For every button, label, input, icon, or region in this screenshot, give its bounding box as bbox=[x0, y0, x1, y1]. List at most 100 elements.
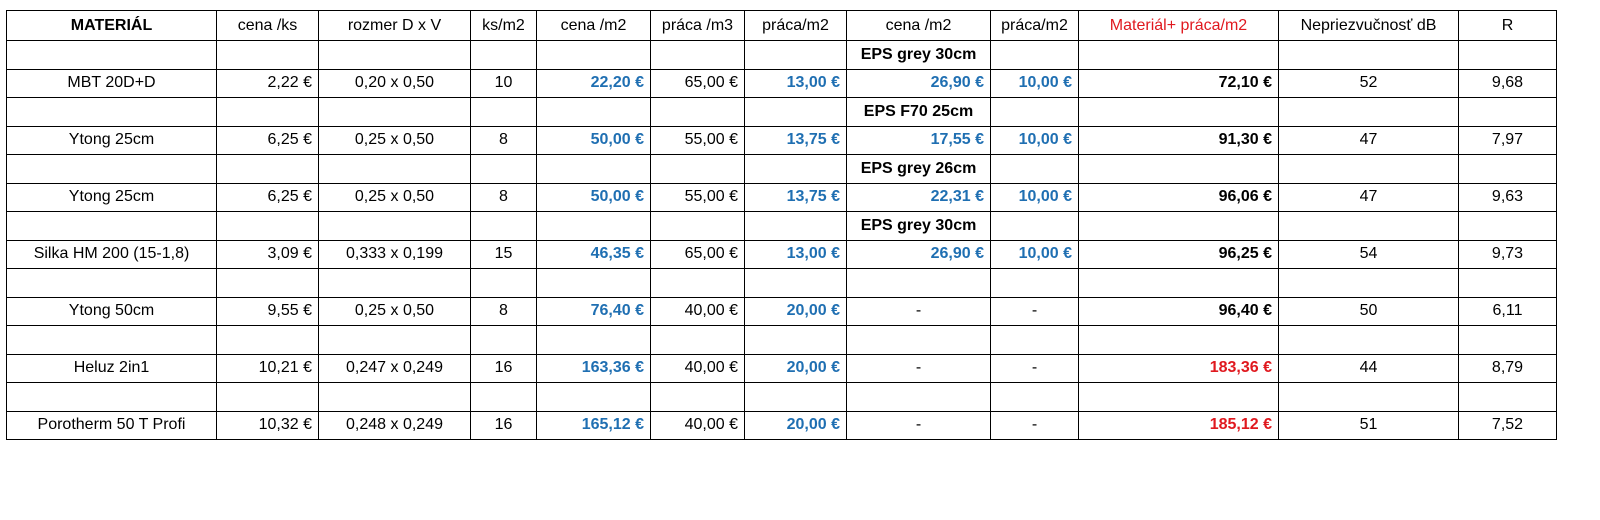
cell bbox=[990, 382, 1079, 412]
cell: 8,79 bbox=[1458, 353, 1557, 383]
data-row: MBT 20D+D 2,22 €0,20 x 0,50 10 22,20 €65,00… bbox=[6, 68, 1557, 98]
cell bbox=[318, 97, 471, 127]
cell: 8 bbox=[470, 125, 537, 155]
cell bbox=[744, 211, 847, 241]
cell: 0,247 x 0,249 bbox=[318, 353, 471, 383]
cell bbox=[990, 325, 1079, 355]
cell: 10,00 € bbox=[990, 68, 1079, 98]
cell bbox=[744, 325, 847, 355]
cell bbox=[650, 40, 745, 70]
cell bbox=[470, 154, 537, 184]
cell bbox=[470, 97, 537, 127]
data-row: Heluz 2in1 10,21 €0,247 x 0,249 16 163,36 €… bbox=[6, 353, 1557, 383]
insulation-label: EPS F70 25cm bbox=[846, 97, 991, 127]
cell bbox=[1278, 382, 1459, 412]
cell: 65,00 € bbox=[650, 239, 745, 269]
cell: 10,00 € bbox=[990, 239, 1079, 269]
header-cell: Nepriezvučnosť dB bbox=[1278, 10, 1459, 41]
cell bbox=[744, 97, 847, 127]
cell: 13,75 € bbox=[744, 182, 847, 212]
cell bbox=[846, 382, 991, 412]
cell bbox=[536, 325, 651, 355]
cell: 96,40 € bbox=[1078, 296, 1279, 326]
cell: 96,25 € bbox=[1078, 239, 1279, 269]
cell bbox=[744, 382, 847, 412]
cell bbox=[650, 268, 745, 298]
cell bbox=[846, 325, 991, 355]
cell bbox=[846, 268, 991, 298]
cell bbox=[1278, 268, 1459, 298]
cell: 40,00 € bbox=[650, 353, 745, 383]
cell: 47 bbox=[1278, 182, 1459, 212]
header-cell: cena /m2 bbox=[536, 10, 651, 41]
header-cell: cena /m2 bbox=[846, 10, 991, 41]
cell bbox=[216, 382, 319, 412]
cell bbox=[1458, 325, 1557, 355]
cell: 165,12 € bbox=[536, 410, 651, 440]
cell bbox=[650, 325, 745, 355]
cell: 7,97 bbox=[1458, 125, 1557, 155]
cell bbox=[650, 154, 745, 184]
cell bbox=[6, 382, 217, 412]
cell: 0,25 x 0,50 bbox=[318, 182, 471, 212]
data-row: Ytong 25cm 6,25 €0,25 x 0,50 8 50,00 €55,00… bbox=[6, 182, 1557, 212]
cell: 0,25 x 0,50 bbox=[318, 296, 471, 326]
cell: 8 bbox=[470, 182, 537, 212]
cell: - bbox=[846, 296, 991, 326]
cell bbox=[470, 268, 537, 298]
cell bbox=[318, 382, 471, 412]
cell: 9,68 bbox=[1458, 68, 1557, 98]
cell: 51 bbox=[1278, 410, 1459, 440]
cell: 54 bbox=[1278, 239, 1459, 269]
cell bbox=[6, 325, 217, 355]
cell bbox=[6, 268, 217, 298]
header-cell: práca/m2 bbox=[990, 10, 1079, 41]
cell: - bbox=[846, 353, 991, 383]
cell bbox=[990, 154, 1079, 184]
cell: 13,00 € bbox=[744, 68, 847, 98]
cell bbox=[216, 325, 319, 355]
cell: 6,25 € bbox=[216, 182, 319, 212]
header-cell: práca /m3 bbox=[650, 10, 745, 41]
cell: 46,35 € bbox=[536, 239, 651, 269]
cell: 10 bbox=[470, 68, 537, 98]
data-row: Ytong 25cm 6,25 €0,25 x 0,50 8 50,00 €55,00… bbox=[6, 125, 1557, 155]
cell bbox=[1458, 211, 1557, 241]
header-cell: cena /ks bbox=[216, 10, 319, 41]
cell: - bbox=[990, 353, 1079, 383]
cell bbox=[6, 40, 217, 70]
cell: 20,00 € bbox=[744, 410, 847, 440]
cell bbox=[318, 40, 471, 70]
cell bbox=[1278, 154, 1459, 184]
header-cell: ks/m2 bbox=[470, 10, 537, 41]
cell: 20,00 € bbox=[744, 353, 847, 383]
cell bbox=[318, 325, 471, 355]
cell: 96,06 € bbox=[1078, 182, 1279, 212]
cell: 40,00 € bbox=[650, 410, 745, 440]
cell: 55,00 € bbox=[650, 125, 745, 155]
header-cell: R bbox=[1458, 10, 1557, 41]
cell bbox=[990, 268, 1079, 298]
cell: 40,00 € bbox=[650, 296, 745, 326]
cell bbox=[536, 97, 651, 127]
cell: 26,90 € bbox=[846, 239, 991, 269]
cell bbox=[216, 211, 319, 241]
cell bbox=[318, 268, 471, 298]
cell bbox=[1458, 97, 1557, 127]
cell bbox=[536, 40, 651, 70]
data-row: Ytong 50cm 9,55 €0,25 x 0,50 8 76,40 €40,00… bbox=[6, 296, 1557, 326]
cell bbox=[470, 211, 537, 241]
cell: 26,90 € bbox=[846, 68, 991, 98]
cell bbox=[318, 211, 471, 241]
cell: Ytong 50cm bbox=[6, 296, 217, 326]
cell bbox=[1078, 211, 1279, 241]
cell bbox=[1458, 382, 1557, 412]
cell: - bbox=[846, 410, 991, 440]
insulation-label: EPS grey 30cm bbox=[846, 211, 991, 241]
cell: 50,00 € bbox=[536, 125, 651, 155]
cell: 50,00 € bbox=[536, 182, 651, 212]
cell: Porotherm 50 T Profi bbox=[6, 410, 217, 440]
cell bbox=[1278, 97, 1459, 127]
cell: 0,248 x 0,249 bbox=[318, 410, 471, 440]
